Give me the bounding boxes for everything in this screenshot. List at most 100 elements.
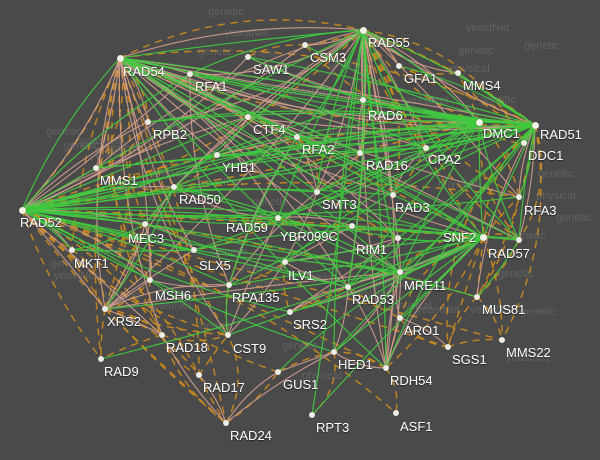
network-edge: [362, 29, 427, 149]
gene-node-dmc1[interactable]: [475, 118, 483, 126]
gene-node-asf1[interactable]: [393, 410, 399, 416]
gene-node-rad16[interactable]: [357, 150, 363, 156]
gene-node-rad3[interactable]: [390, 192, 396, 198]
network-edge: [21, 209, 291, 313]
gene-node-srs2[interactable]: [287, 309, 293, 315]
network-edge: [104, 308, 200, 376]
network-edge: [385, 367, 398, 414]
gene-node-rfa1[interactable]: [187, 71, 193, 77]
network-edge: [311, 236, 484, 416]
network-edge: [149, 279, 230, 288]
gene-node-rad18[interactable]: [159, 332, 165, 338]
gene-node-hed1[interactable]: [331, 349, 337, 355]
network-edge: [95, 57, 121, 169]
network-edge: [161, 334, 227, 424]
network-edge: [362, 29, 484, 238]
network-edge: [316, 29, 364, 193]
network-edge: [311, 29, 364, 416]
network-edge: [173, 29, 364, 188]
network-edge: [399, 236, 484, 319]
gene-node-rad59[interactable]: [275, 215, 281, 221]
gene-node-ilv1[interactable]: [282, 259, 288, 265]
network-edge: [225, 334, 239, 424]
gene-node-rad50[interactable]: [171, 184, 177, 190]
gene-node-xrs2[interactable]: [102, 306, 108, 312]
gene-node-rpa135[interactable]: [226, 282, 232, 288]
gene-node-rdh54[interactable]: [383, 365, 389, 371]
network-edge: [161, 334, 229, 342]
gene-node-aro1[interactable]: [397, 315, 403, 321]
network-edge: [227, 217, 279, 336]
gene-node-slx5[interactable]: [191, 247, 197, 253]
gene-node-rpb2[interactable]: [145, 119, 151, 125]
network-edge: [189, 29, 364, 75]
gene-node-rad54[interactable]: [116, 54, 124, 62]
network-edge: [228, 136, 298, 286]
gene-node-saw1[interactable]: [245, 54, 251, 60]
gene-node-ddc1[interactable]: [521, 140, 527, 146]
gene-node-rad57[interactable]: [516, 237, 522, 243]
gene-node-rfa3[interactable]: [516, 194, 522, 200]
network-edge: [399, 317, 449, 348]
network-edge: [482, 196, 520, 238]
network-edge: [247, 44, 306, 58]
network-edge: [189, 73, 230, 286]
network-edge: [119, 57, 298, 138]
network-edge: [304, 44, 536, 130]
network-edge: [277, 236, 484, 373]
gene-node-mre11[interactable]: [397, 269, 403, 275]
network-edge: [21, 44, 306, 211]
gene-node-mkt1[interactable]: [69, 247, 75, 253]
network-edge: [21, 57, 121, 211]
network-edge: [21, 209, 478, 298]
network-edge: [333, 29, 364, 353]
gene-node-mec3[interactable]: [142, 221, 148, 227]
gene-node-mms4[interactable]: [455, 70, 461, 76]
network-edge: [316, 124, 536, 193]
network-edge: [216, 120, 480, 156]
gene-node-rad24[interactable]: [223, 420, 229, 426]
network-edge: [119, 57, 298, 138]
network-edge: [362, 29, 480, 123]
network-edge: [333, 351, 387, 369]
gene-node-rad6[interactable]: [360, 97, 366, 103]
network-edge: [21, 121, 149, 211]
gene-node-rfa2[interactable]: [294, 134, 300, 140]
gene-node-mus81[interactable]: [474, 294, 480, 300]
network-edge: [104, 57, 131, 310]
gene-node-rpt3[interactable]: [309, 412, 315, 418]
gene-node-smt3[interactable]: [314, 189, 320, 195]
network-edge: [144, 223, 195, 251]
gene-node-cpa2[interactable]: [423, 145, 429, 151]
gene-node-rad9[interactable]: [98, 356, 104, 362]
network-edge: [476, 196, 520, 298]
gene-node-rim1[interactable]: [395, 235, 401, 241]
gene-node-rad52[interactable]: [18, 206, 26, 214]
gene-node-mms1[interactable]: [93, 165, 99, 171]
gene-node-mms22[interactable]: [499, 337, 505, 343]
network-edge: [21, 196, 520, 217]
network-edge: [277, 217, 401, 273]
gene-node-rad51[interactable]: [531, 121, 539, 129]
gene-node-msh6[interactable]: [147, 277, 153, 283]
gene-node-rad17[interactable]: [196, 372, 202, 378]
gene-node-sgs1[interactable]: [445, 344, 451, 350]
gene-node-gus1[interactable]: [275, 369, 281, 375]
network-edge: [104, 186, 175, 310]
network-edge: [104, 223, 146, 310]
network-edge: [21, 209, 102, 360]
gene-node-yhb1[interactable]: [214, 152, 220, 158]
gene-node-cst9[interactable]: [225, 332, 231, 338]
gene-node-rad55[interactable]: [359, 26, 367, 34]
network-edge: [119, 27, 364, 59]
gene-node-ybr099c[interactable]: [349, 223, 355, 229]
gene-node-csm3[interactable]: [302, 42, 308, 48]
gene-node-gfa1[interactable]: [396, 63, 402, 69]
network-edge: [482, 236, 503, 341]
gene-node-snf2[interactable]: [479, 233, 487, 241]
gene-node-ctf4[interactable]: [245, 114, 251, 120]
network-edge: [476, 124, 536, 298]
gene-node-rad53[interactable]: [345, 284, 351, 290]
